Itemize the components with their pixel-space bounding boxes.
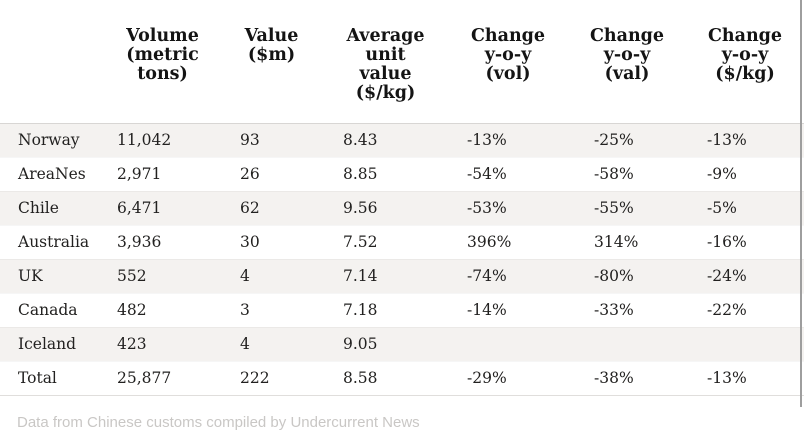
cell: 552 xyxy=(117,267,147,285)
trade-data-table: Volume (metric tons) Value ($m) Average un… xyxy=(0,0,804,395)
cell: -29% xyxy=(467,369,507,387)
cell: -33% xyxy=(594,301,634,319)
source-note: Data from Chinese customs compiled by Un… xyxy=(17,413,420,431)
cell: -25% xyxy=(594,131,634,149)
cell: 7.14 xyxy=(343,267,378,285)
cell: 396% xyxy=(467,233,512,251)
cell: 314% xyxy=(594,233,639,251)
cell: -9% xyxy=(707,165,737,183)
cell: 26 xyxy=(240,165,260,183)
cell: -53% xyxy=(467,199,507,217)
table-body: Norway 11,042 93 8.43 -13% -25% -13% AreaNes 2,9… xyxy=(0,123,804,395)
cell: 4 xyxy=(240,335,250,353)
table-header: Volume (metric tons) Value ($m) Average un… xyxy=(0,0,804,123)
cell: 4 xyxy=(240,267,250,285)
cell: -55% xyxy=(594,199,634,217)
cell: -13% xyxy=(707,131,747,149)
table-row: AreaNes 2,971 26 8.85 -54% -58% -9% xyxy=(0,157,804,191)
cell: 8.58 xyxy=(343,369,378,387)
cell: 3,936 xyxy=(117,233,162,251)
cell: 30 xyxy=(240,233,260,251)
table-row: UK 552 4 7.14 -74% -80% -24% xyxy=(0,259,804,293)
column-header: Average unit value ($/kg) xyxy=(346,26,425,103)
row-label: Total xyxy=(18,369,57,387)
column-header: Volume (metric tons) xyxy=(126,26,199,84)
cell: -14% xyxy=(467,301,507,319)
cell: -38% xyxy=(594,369,634,387)
cell: 62 xyxy=(240,199,260,217)
row-label: Norway xyxy=(18,131,80,149)
cell: 11,042 xyxy=(117,131,172,149)
cell: 8.43 xyxy=(343,131,378,149)
column-header: Change y-o-y (vol) xyxy=(470,26,546,84)
cell: -5% xyxy=(707,199,737,217)
cell: 9.05 xyxy=(343,335,378,353)
cell: 222 xyxy=(240,369,270,387)
row-label: Australia xyxy=(18,233,90,251)
row-label: Canada xyxy=(18,301,78,319)
cell: 482 xyxy=(117,301,147,319)
column-header: Value ($m) xyxy=(244,26,299,65)
table-row: Canada 482 3 7.18 -14% -33% -22% xyxy=(0,293,804,327)
cell: -24% xyxy=(707,267,747,285)
table-row: Australia 3,936 30 7.52 396% 314% -16% xyxy=(0,225,804,259)
column-header: Change y-o-y (val) xyxy=(589,26,665,84)
cell: 8.85 xyxy=(343,165,378,183)
cell: -80% xyxy=(594,267,634,285)
row-label-header xyxy=(0,0,105,123)
row-label: UK xyxy=(18,267,43,285)
cell: 3 xyxy=(240,301,250,319)
cell xyxy=(568,327,686,361)
table-row: Chile 6,471 62 9.56 -53% -55% -5% xyxy=(0,191,804,225)
cell xyxy=(686,327,804,361)
cell: 9.56 xyxy=(343,199,378,217)
window-edge-line xyxy=(800,0,802,407)
cell: 7.18 xyxy=(343,301,378,319)
cell: 423 xyxy=(117,335,147,353)
cell: 6,471 xyxy=(117,199,162,217)
cell: -16% xyxy=(707,233,747,251)
cell: 93 xyxy=(240,131,260,149)
row-label: Iceland xyxy=(18,335,77,353)
cell: -58% xyxy=(594,165,634,183)
table-row: Norway 11,042 93 8.43 -13% -25% -13% xyxy=(0,123,804,157)
cell: -13% xyxy=(707,369,747,387)
cell: -74% xyxy=(467,267,507,285)
cell: 25,877 xyxy=(117,369,172,387)
cell: -13% xyxy=(467,131,507,149)
cell: 7.52 xyxy=(343,233,378,251)
column-header: Change y-o-y ($/kg) xyxy=(707,26,783,84)
cell xyxy=(448,327,568,361)
cell: 2,971 xyxy=(117,165,162,183)
table-row: Iceland 423 4 9.05 xyxy=(0,327,804,361)
cell: -54% xyxy=(467,165,507,183)
row-label: AreaNes xyxy=(18,165,86,183)
table-row: Total 25,877 222 8.58 -29% -38% -13% xyxy=(0,361,804,395)
cell: -22% xyxy=(707,301,747,319)
row-label: Chile xyxy=(18,199,59,217)
header-row: Volume (metric tons) Value ($m) Average un… xyxy=(0,0,804,123)
